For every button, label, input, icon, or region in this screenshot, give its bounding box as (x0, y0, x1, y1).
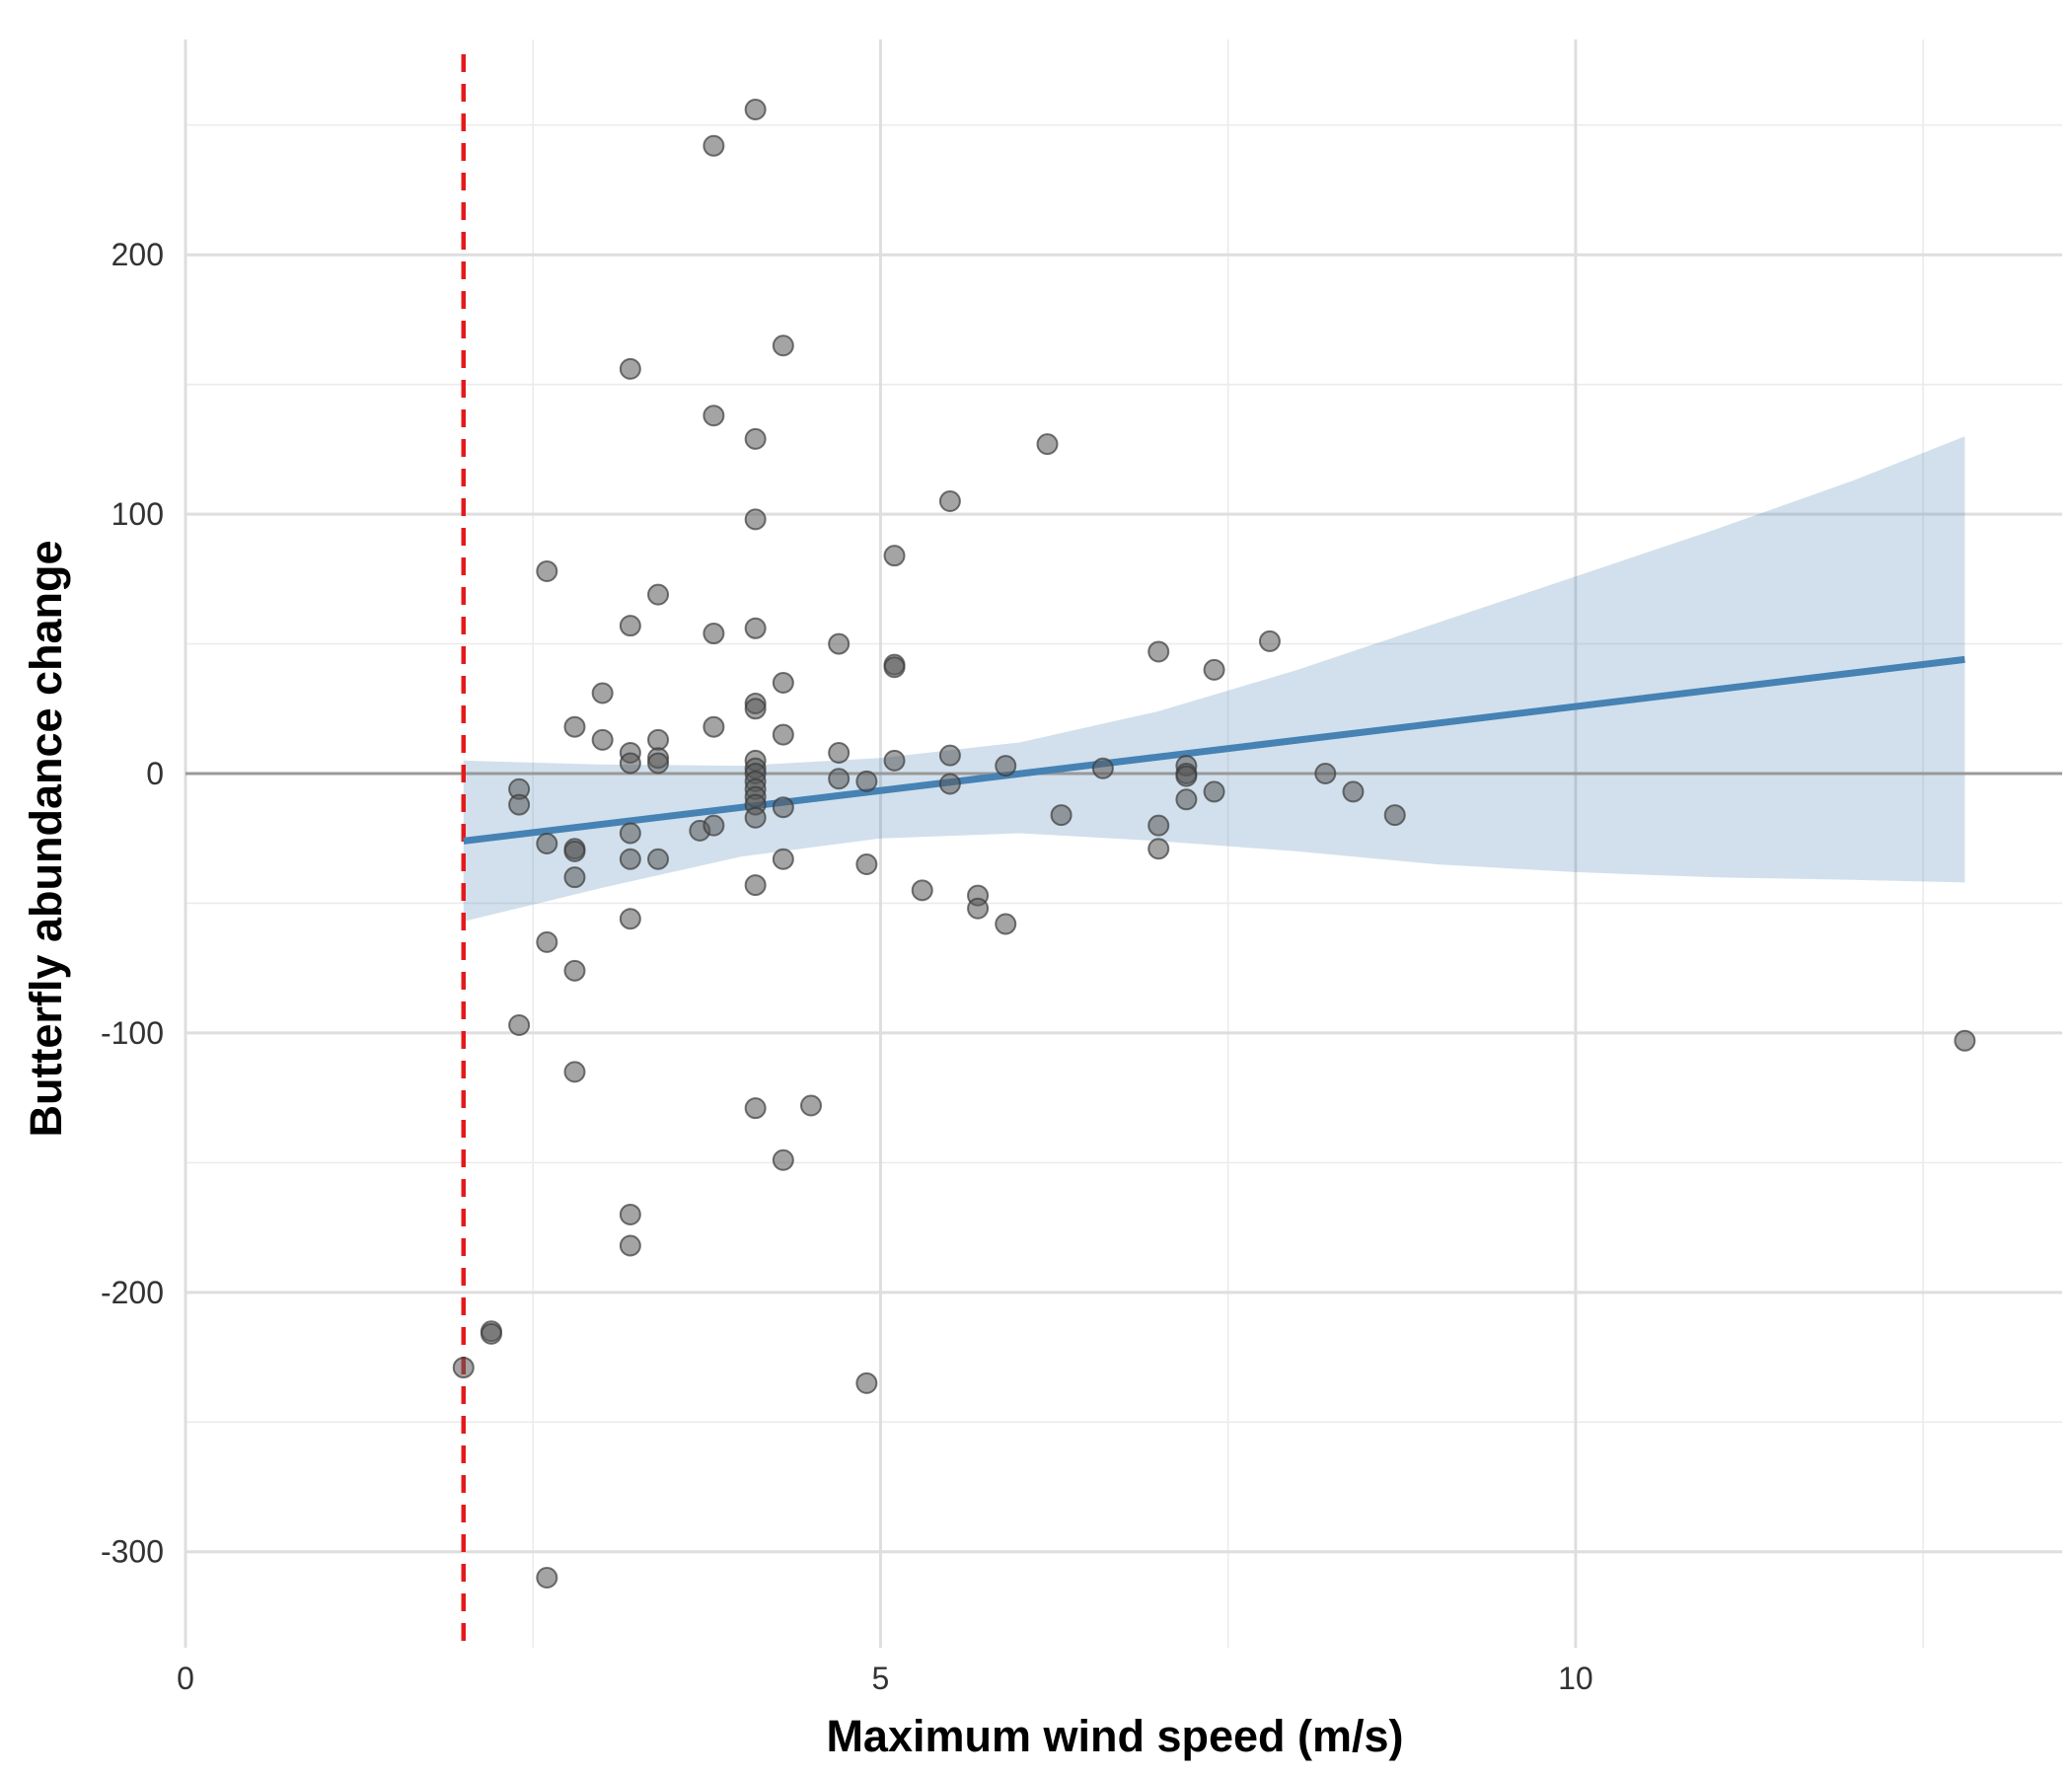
data-point (995, 755, 1017, 777)
data-point (1954, 1029, 1976, 1052)
data-point (744, 1097, 767, 1120)
confidence-band-area (463, 436, 1965, 922)
data-point (1203, 658, 1225, 681)
data-point (995, 913, 1017, 935)
y-tick-label: 0 (146, 756, 164, 791)
data-point (938, 773, 961, 795)
data-point (703, 715, 725, 738)
data-point (703, 134, 725, 157)
data-points (452, 98, 1976, 1590)
data-point (911, 879, 933, 902)
x-tick-label: 0 (177, 1661, 194, 1696)
data-point (1383, 804, 1406, 827)
data-point (1258, 629, 1281, 652)
data-point (772, 334, 794, 357)
data-point (619, 752, 641, 775)
data-point (563, 715, 586, 738)
data-point (855, 853, 878, 876)
y-tick-label: -300 (101, 1534, 164, 1570)
confidence-band (463, 436, 1965, 922)
data-point (1342, 780, 1365, 803)
y-tick-label: -200 (101, 1275, 164, 1310)
data-point (563, 840, 586, 862)
data-point (591, 728, 614, 751)
data-point (1091, 757, 1114, 779)
data-point (772, 672, 794, 694)
y-tick-label: -100 (101, 1015, 164, 1051)
data-point (883, 545, 906, 567)
data-point (508, 1014, 531, 1037)
y-tick-label: 200 (111, 237, 164, 272)
data-point (744, 617, 767, 639)
data-point (647, 752, 670, 775)
x-tick-label: 10 (1558, 1661, 1593, 1696)
data-point (508, 793, 531, 816)
data-point (480, 1322, 502, 1345)
data-point (855, 1371, 878, 1394)
data-point (536, 833, 558, 854)
trend-line (463, 655, 1965, 845)
y-tick-label: 100 (111, 496, 164, 532)
data-point (772, 723, 794, 746)
data-point (967, 897, 990, 920)
data-point (744, 874, 767, 897)
data-point (563, 866, 586, 889)
regression-line (463, 655, 1965, 845)
data-point (772, 1148, 794, 1171)
data-point (938, 744, 961, 767)
data-point (619, 822, 641, 845)
data-point (1175, 788, 1198, 811)
data-point (938, 489, 961, 512)
data-point (619, 1234, 641, 1257)
data-point (1175, 765, 1198, 787)
data-point (452, 1357, 475, 1379)
data-point (772, 796, 794, 819)
data-point (744, 508, 767, 531)
data-point (1036, 433, 1059, 456)
data-point (1314, 763, 1337, 785)
data-point (563, 959, 586, 982)
data-point (744, 806, 767, 829)
data-point (619, 357, 641, 380)
x-axis-title: Maximum wind speed (m/s) (826, 1711, 1403, 1761)
data-point (591, 682, 614, 704)
data-point (703, 405, 725, 427)
data-point (1147, 838, 1170, 860)
data-point (1203, 780, 1225, 803)
data-point (744, 98, 767, 120)
data-point (619, 1203, 641, 1225)
data-point (883, 749, 906, 772)
data-point (536, 1567, 558, 1590)
data-point (828, 632, 851, 655)
data-point (563, 1061, 586, 1083)
x-tick-labels: 0 5 10 (177, 1661, 1593, 1696)
y-axis-title: Butterfly abundance change (21, 540, 71, 1137)
data-point (855, 770, 878, 792)
data-point (536, 930, 558, 953)
data-point (883, 656, 906, 679)
y-tick-labels: 200 100 0 -100 -200 -300 (101, 237, 164, 1570)
data-point (647, 848, 670, 870)
data-point (800, 1094, 822, 1117)
data-point (619, 615, 641, 637)
data-point (828, 741, 851, 764)
data-point (619, 848, 641, 870)
data-point (744, 698, 767, 720)
data-point (703, 623, 725, 645)
data-point (828, 768, 851, 790)
data-point (647, 583, 670, 606)
data-point (536, 559, 558, 582)
data-point (1147, 640, 1170, 663)
data-point (1147, 814, 1170, 837)
minor-gridlines (185, 39, 2062, 1648)
data-point (744, 427, 767, 450)
data-point (1050, 804, 1073, 827)
data-point (619, 908, 641, 930)
data-point (647, 728, 670, 751)
data-point (703, 814, 725, 837)
x-tick-label: 5 (872, 1661, 890, 1696)
data-point (772, 848, 794, 870)
major-gridlines (184, 39, 2062, 1648)
